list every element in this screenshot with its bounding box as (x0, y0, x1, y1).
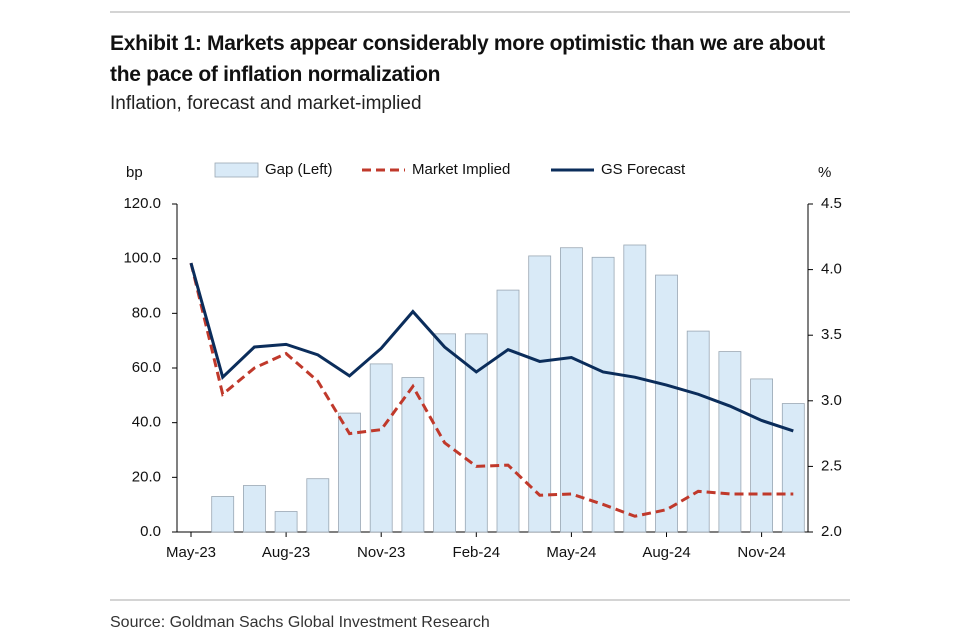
bar (623, 244, 647, 533)
y-tick-label: 20.0 (132, 468, 161, 485)
x-tick-label: May-23 (166, 544, 216, 561)
y2-tick-label: 4.0 (821, 261, 842, 278)
bar (242, 485, 266, 533)
x-tick-label: Aug-24 (642, 544, 690, 561)
y-tick-label: 40.0 (132, 414, 161, 431)
y-tick-label: 0.0 (140, 523, 161, 540)
legend-label: GS Forecast (601, 161, 686, 178)
line (189, 262, 794, 433)
y2-tick-label: 2.5 (821, 457, 842, 474)
bar (686, 330, 710, 533)
source: Source: Goldman Sachs Global Investment … (110, 614, 490, 631)
y-tick-label: 120.0 (123, 195, 161, 212)
bar (496, 289, 520, 533)
bar (528, 255, 552, 533)
legend-label: Market Implied (412, 161, 510, 178)
bar (338, 412, 361, 533)
y2-axis-label: % (818, 164, 831, 181)
bar (560, 247, 583, 533)
bar (781, 403, 805, 533)
x-tick-label: Nov-24 (737, 544, 785, 561)
legend-swatch (214, 162, 259, 178)
bar (750, 378, 773, 533)
title: Exhibit 1: Markets appear considerably m… (110, 32, 825, 86)
y2-tick-label: 3.5 (821, 326, 842, 343)
bar (211, 496, 235, 533)
y2-tick-label: 3.0 (821, 392, 842, 409)
bar (274, 511, 298, 533)
bar (464, 333, 488, 533)
legend-label: Gap (Left) (265, 161, 333, 178)
bar (433, 333, 457, 533)
bar (718, 351, 742, 533)
bar (401, 377, 425, 533)
bar (655, 274, 678, 533)
x-tick-label: Nov-23 (357, 544, 405, 561)
y2-tick-label: 2.0 (821, 523, 842, 540)
subtitle: Inflation, forecast and market-implied (110, 93, 422, 114)
y-axis-label: bp (126, 164, 143, 181)
bar (369, 363, 393, 533)
x-tick-label: May-24 (546, 544, 596, 561)
y-tick-label: 80.0 (132, 304, 161, 321)
y-tick-label: 60.0 (132, 359, 161, 376)
bar (306, 478, 330, 533)
y2-tick-label: 4.5 (821, 195, 842, 212)
x-tick-label: Aug-23 (262, 544, 310, 561)
y-tick-label: 100.0 (123, 250, 161, 267)
line (189, 262, 794, 518)
bar (591, 256, 615, 533)
x-tick-label: Feb-24 (453, 544, 501, 561)
